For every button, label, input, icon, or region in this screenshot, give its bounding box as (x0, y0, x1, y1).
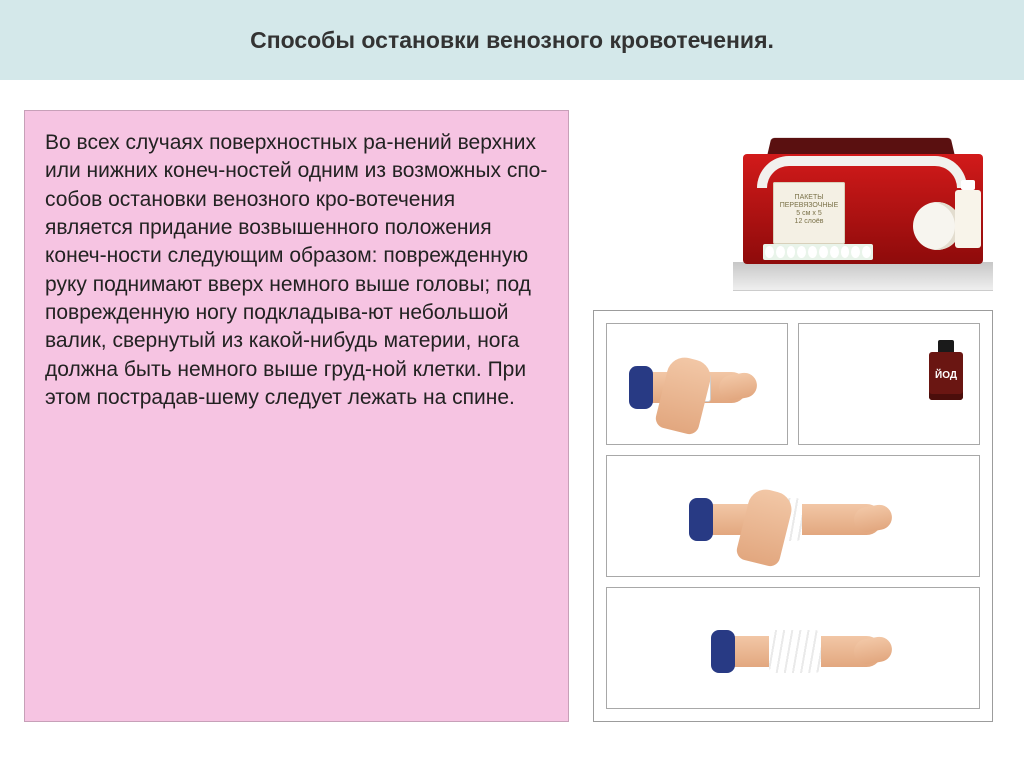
hand-icon (718, 371, 760, 402)
helper-hand-icon (735, 486, 796, 568)
content-row: Во всех случаях поверхностных ра-нений в… (0, 80, 1024, 746)
dressing-pack: ПАКЕТЫ ПЕРЕВЯЗОЧНЫЕ 5 см х 5 12 слоёв (773, 182, 845, 244)
sleeve-cuff-icon (711, 630, 735, 673)
slide-title: Способы остановки венозного кровотечения… (250, 27, 774, 54)
peroxide-bottle (955, 190, 981, 248)
step-3-finished-bandage (606, 587, 980, 709)
pill-blister (763, 244, 873, 260)
bandaging-steps-diagram: ЙОД (593, 310, 993, 722)
iodine-bottle-icon: ЙОД (929, 352, 963, 400)
first-aid-kit-photo: ПАКЕТЫ ПЕРЕВЯЗОЧНЫЕ 5 см х 5 12 слоёв (733, 110, 993, 290)
body-text: Во всех случаях поверхностных ра-нений в… (45, 129, 548, 412)
dressing-pack-label: ПАКЕТЫ ПЕРЕВЯЗОЧНЫЕ 5 см х 5 12 слоёв (777, 194, 841, 226)
helper-hand-icon (654, 354, 715, 436)
body-text-panel: Во всех случаях поверхностных ра-нений в… (24, 110, 569, 722)
iodine-label: ЙОД (929, 370, 963, 381)
table-surface (733, 262, 993, 290)
hand-icon (852, 503, 894, 534)
forearm-icon (711, 636, 882, 667)
hand-icon (852, 635, 894, 666)
forearm-icon (629, 372, 748, 403)
step-1-apply-pad (606, 323, 788, 445)
slide-title-bar: Способы остановки венозного кровотечения… (0, 0, 1024, 80)
forearm-icon (689, 504, 882, 535)
right-column: ПАКЕТЫ ПЕРЕВЯЗОЧНЫЕ 5 см х 5 12 слоёв (593, 110, 993, 722)
step-2-wrap-bandage (606, 455, 980, 577)
bandage-roll-icon (913, 202, 961, 250)
sleeve-cuff-icon (689, 498, 713, 541)
sleeve-cuff-icon (629, 366, 653, 409)
iodine-panel: ЙОД (798, 323, 980, 445)
bandage-finished-icon (769, 630, 821, 673)
